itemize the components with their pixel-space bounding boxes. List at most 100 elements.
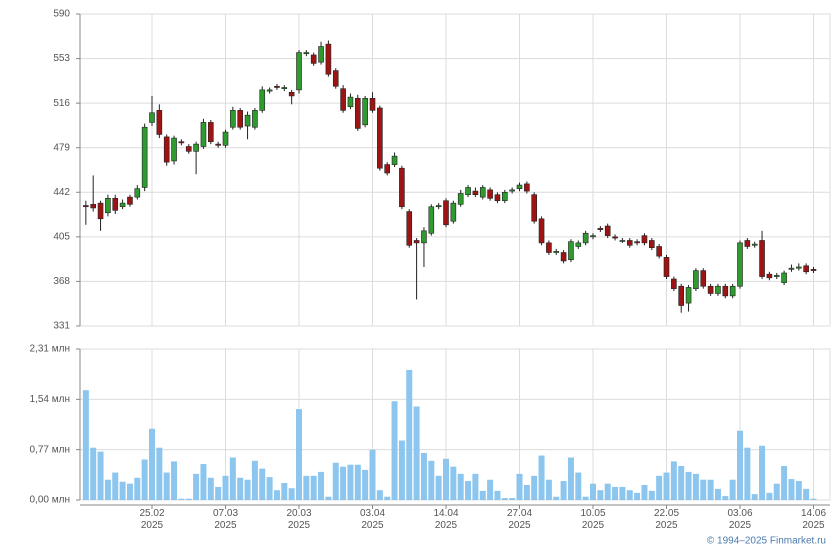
volume-bar [185,498,192,500]
volume-bar [266,477,273,500]
volume-bar [531,475,538,500]
candle-body [619,240,626,242]
candle-body [634,241,640,244]
candle-body [413,240,420,244]
volume-bar [450,466,457,500]
plot-area [79,13,831,327]
candle-body [266,89,273,92]
volume-bar [560,481,567,500]
volume-bar [509,498,516,500]
candle-body [524,183,530,192]
candle-body [369,98,376,111]
candle-body [641,235,648,244]
candle-body [568,241,574,261]
candle-body [149,112,155,123]
candle-body [729,285,736,297]
candle-body [391,155,398,165]
volume-bar [112,472,119,500]
candle-body [354,98,361,129]
volume-bar [369,449,376,500]
credit: © 1994–2025 Finmarket.ru [707,536,826,547]
candle-body [465,187,471,195]
volume-bar [795,481,802,500]
volume-bar [163,472,170,500]
candle-body [105,198,111,214]
volume-bar [714,488,721,500]
y-tick-label: 0,77 млн [30,444,70,455]
volume-bar [590,483,596,500]
x-tick-label: 14.04 2025 [433,508,458,531]
candle-body [185,146,192,152]
volume-bar [156,447,163,500]
candle-body [795,266,802,269]
y-tick-label: 331 [53,321,70,332]
candle-body [487,189,493,199]
volume-bar [575,472,582,500]
volume-bar [435,475,442,500]
candle-body [362,98,368,126]
candle-body [744,240,751,247]
candle-body [479,187,486,198]
candle-body [208,122,214,142]
candle-body [399,167,405,208]
volume-bar [303,475,310,500]
volume-bar [376,490,383,500]
volume-bar [803,488,810,500]
candle-body [325,43,332,75]
x-tick-label: 20.03 2025 [286,508,311,531]
volume-bar [251,460,258,500]
candle-body [560,252,567,262]
candle-body [156,110,163,135]
volume-bar [538,455,545,500]
candle-body [671,278,677,289]
volume-bar [384,496,391,500]
x-tick-label: 07.03 2025 [213,508,238,531]
candle-body [303,52,310,55]
volume-bar [215,486,222,500]
volume-bar [90,447,97,500]
candle-body [83,205,89,208]
candle-body [509,189,515,192]
x-tick-label: 03.04 2025 [360,508,385,531]
volume-bar [465,481,472,500]
volume-bar [310,475,317,500]
volume-bar [141,459,148,500]
volume-bar [553,496,560,500]
candle-body [127,196,133,205]
volume-bar [766,492,773,500]
volume-bar [487,479,494,500]
volume-bar [494,490,501,500]
volume-bar [788,479,795,500]
volume-bar [354,464,361,500]
candle-body [766,273,773,279]
candle-body [546,242,552,253]
volume-bar [737,430,743,500]
candle-body [215,143,221,146]
candle-body [428,206,435,234]
candle-body [163,136,170,163]
volume-bar [119,481,126,500]
volume-bar [729,479,736,500]
y-tick-label: 405 [53,231,70,242]
volume-bar [773,483,780,500]
candle-body [450,202,457,222]
volume-bar [619,486,626,500]
candle-body [788,267,795,270]
candle-body [612,236,618,239]
candle-body [318,46,324,63]
candle-body [626,240,633,246]
candle-body [340,88,346,111]
candle-body [281,87,288,89]
volume-bar [97,451,104,500]
volume-bar [420,452,427,500]
candle-body [171,137,177,162]
volume-bar [751,494,758,500]
candle-body [590,235,596,238]
volume-bar [362,469,369,500]
candle-body [288,92,295,97]
volume-bar [663,472,670,500]
x-tick-label: 14.06 2025 [801,508,826,531]
x-tick-label: 27.04 2025 [507,508,532,531]
volume-bar [332,462,339,500]
